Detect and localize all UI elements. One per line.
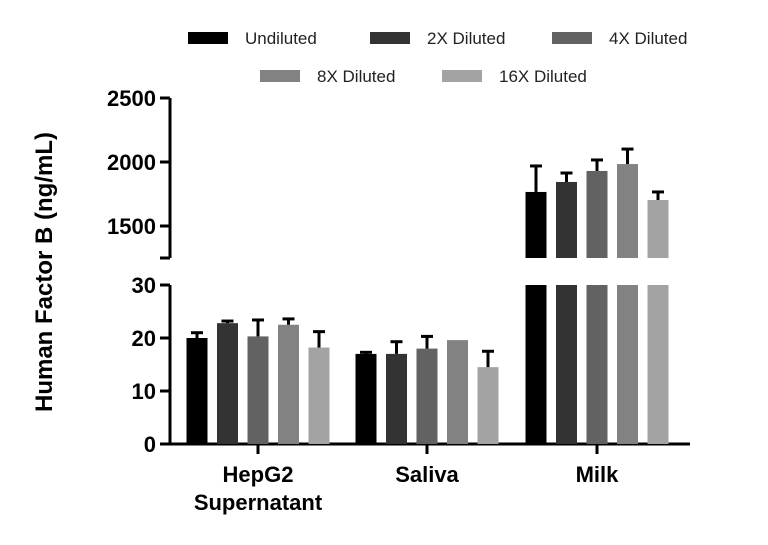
- bar: [525, 191, 547, 258]
- bar: [217, 323, 238, 444]
- bar: [247, 336, 269, 444]
- legend-swatch: [442, 70, 482, 82]
- bar: [416, 348, 438, 444]
- bar: [386, 353, 407, 444]
- y-axis-label: Human Factor B (ng/mL): [31, 132, 58, 412]
- bar: [586, 170, 608, 258]
- legend-label: 16X Diluted: [499, 67, 587, 86]
- legend-label: 4X Diluted: [609, 29, 687, 48]
- legend-swatch: [370, 32, 410, 44]
- x-tick-label: Saliva: [395, 462, 459, 487]
- x-tick-label: HepG2: [223, 462, 294, 487]
- legend-swatch: [188, 32, 228, 44]
- y-tick-label: 0: [144, 432, 156, 457]
- bar-lower-segment: [647, 285, 669, 444]
- bar: [355, 353, 377, 444]
- y-tick-label: 20: [132, 326, 156, 351]
- bar-lower-segment: [556, 285, 577, 444]
- bar: [186, 338, 208, 444]
- bar: [477, 367, 499, 444]
- bar-lower-segment: [617, 285, 638, 444]
- x-tick-label: Milk: [576, 462, 620, 487]
- y-tick-label: 2000: [107, 150, 156, 175]
- legend-label: 2X Diluted: [427, 29, 505, 48]
- legend-swatch: [260, 70, 300, 82]
- y-tick-label: 1500: [107, 214, 156, 239]
- bar: [617, 164, 638, 258]
- bar: [278, 324, 299, 444]
- y-tick-label: 10: [132, 379, 156, 404]
- x-tick-label: Supernatant: [194, 490, 323, 515]
- bar: [556, 181, 577, 258]
- legend-label: 8X Diluted: [317, 67, 395, 86]
- bar: [447, 340, 468, 444]
- y-tick-label: 30: [132, 273, 156, 298]
- legend-swatch: [552, 32, 592, 44]
- bar: [308, 347, 330, 444]
- y-tick-label: 2500: [107, 86, 156, 111]
- legend-label: Undiluted: [245, 29, 317, 48]
- bar: [647, 200, 669, 258]
- bar-lower-segment: [525, 285, 547, 444]
- bar-lower-segment: [586, 285, 608, 444]
